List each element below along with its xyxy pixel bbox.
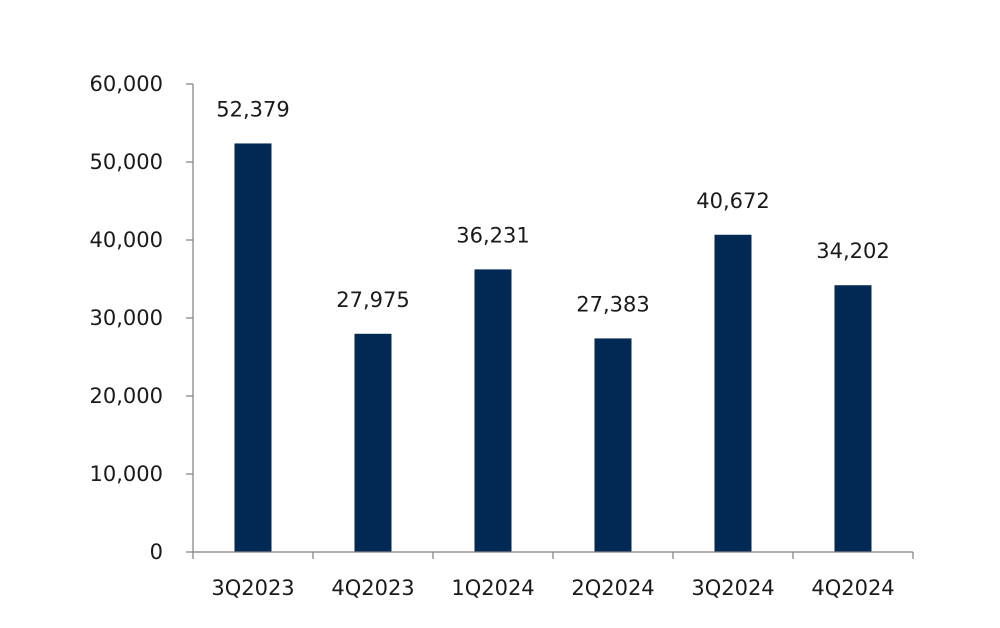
data-labels-group: 52,379 27,975 36,231 27,383 40,672 34,202 [216, 97, 889, 316]
bar-3q2024 [714, 234, 752, 552]
data-label: 34,202 [816, 239, 889, 263]
x-axis-ticks [192, 552, 914, 559]
category-label: 3Q2024 [691, 576, 774, 600]
bar-4q2023 [354, 333, 392, 552]
y-axis-ticks: 0 10,000 20,000 30,000 40,000 50,000 60,000 [90, 72, 193, 564]
y-tick-label: 30,000 [90, 306, 163, 330]
category-label: 4Q2024 [811, 576, 894, 600]
data-label: 40,672 [696, 189, 769, 213]
bar-2q2024 [594, 338, 632, 552]
category-label: 2Q2024 [571, 576, 654, 600]
bar-4q2024 [834, 285, 872, 552]
data-label: 52,379 [216, 97, 289, 121]
y-tick-label: 50,000 [90, 150, 163, 174]
category-label: 3Q2023 [211, 576, 294, 600]
bar-1q2024 [474, 269, 512, 552]
category-label: 4Q2023 [331, 576, 414, 600]
category-label: 1Q2024 [451, 576, 534, 600]
data-label: 27,383 [576, 292, 649, 316]
y-tick-label: 40,000 [90, 228, 163, 252]
bars-group [234, 143, 872, 553]
bar-3q2023 [234, 143, 272, 553]
y-tick-label: 60,000 [90, 72, 163, 96]
data-label: 36,231 [456, 223, 529, 247]
y-tick-label: 20,000 [90, 384, 163, 408]
data-label: 27,975 [336, 288, 409, 312]
y-tick-label: 10,000 [90, 462, 163, 486]
y-tick-label: 0 [150, 540, 163, 564]
category-labels-group: 3Q2023 4Q2023 1Q2024 2Q2024 3Q2024 4Q2024 [211, 576, 894, 600]
